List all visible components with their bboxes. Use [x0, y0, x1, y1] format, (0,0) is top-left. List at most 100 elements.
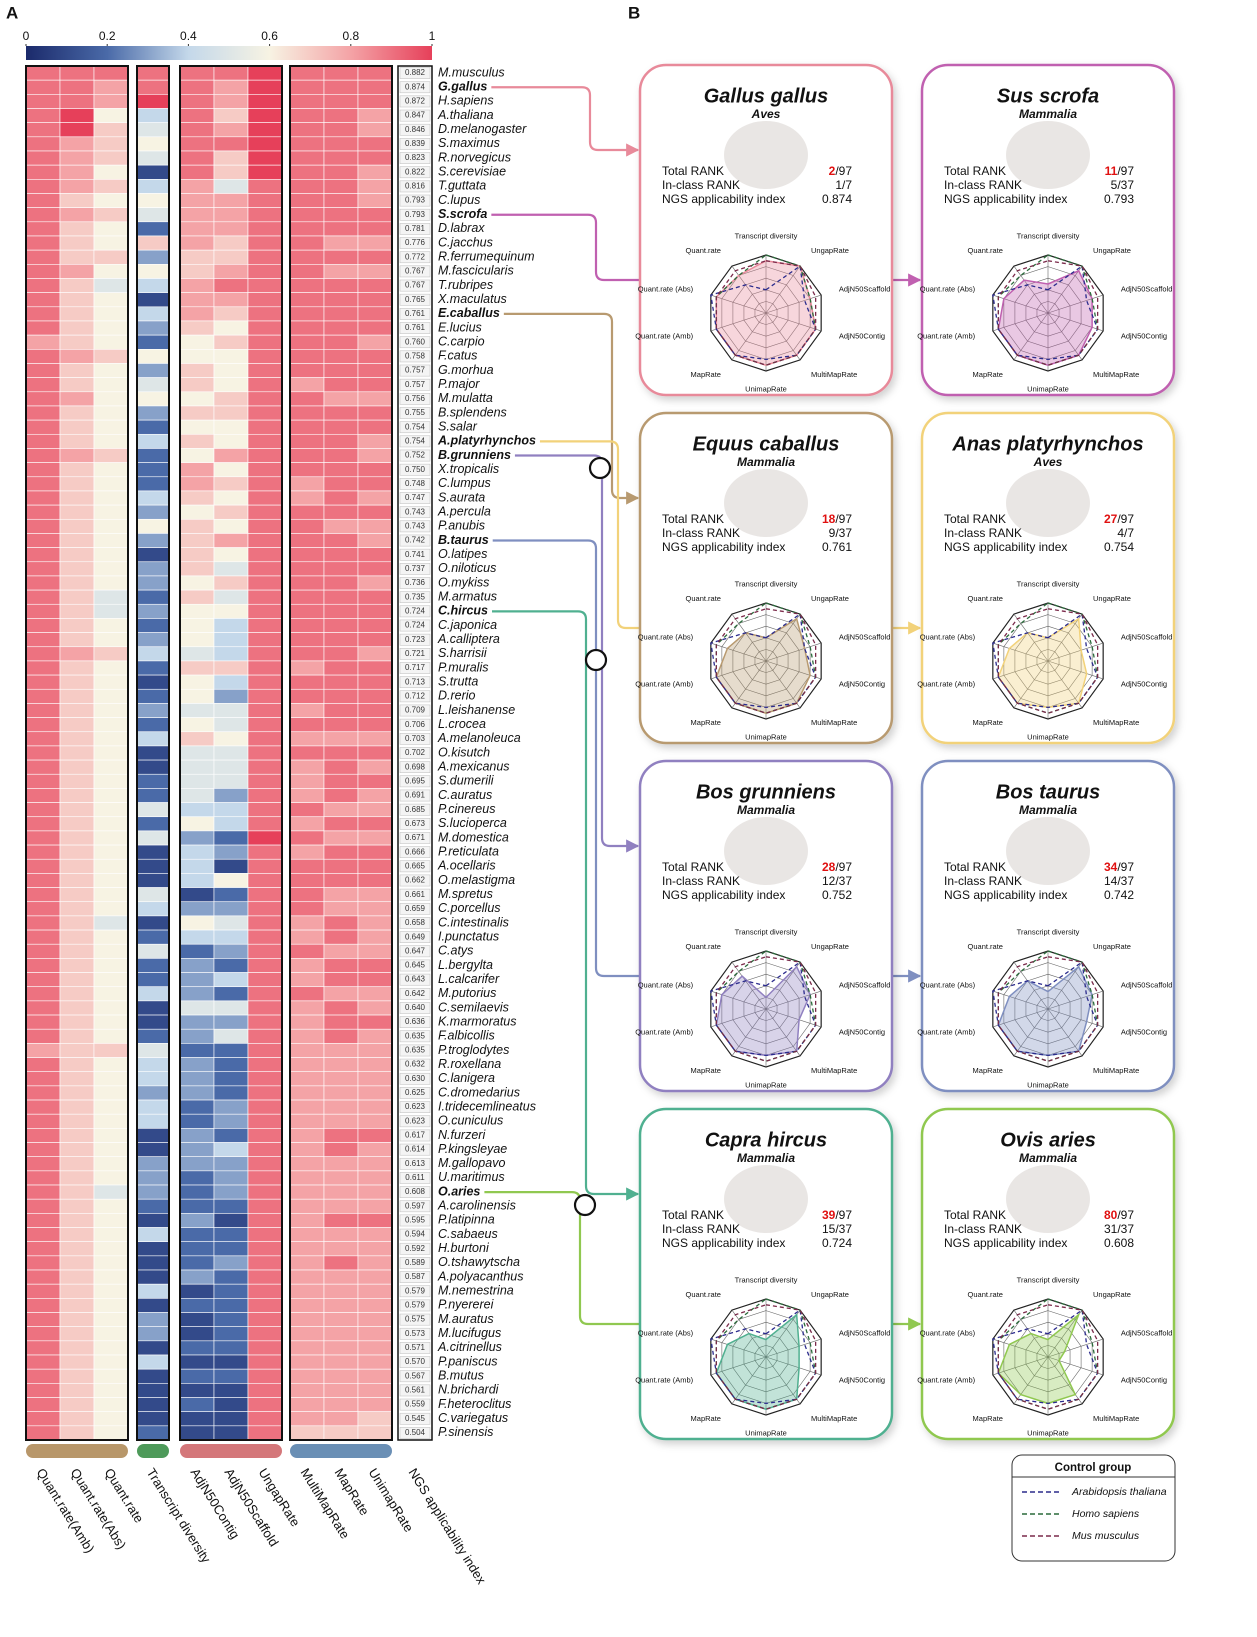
heat-cell: [213, 1340, 249, 1356]
heat-cell: [93, 363, 129, 378]
species-label: R.norvegicus: [438, 150, 511, 164]
index-cell: [399, 860, 431, 873]
heat-cell: [179, 575, 215, 591]
heat-cell: [136, 887, 170, 903]
heat-cell: [25, 660, 61, 676]
heat-cell: [25, 193, 61, 208]
heat-cell: [247, 943, 283, 959]
heat-cell: [357, 363, 393, 378]
index-label: 0.614: [405, 1145, 426, 1154]
heat-cell: [25, 419, 61, 435]
species-label: M.domestica: [438, 830, 509, 844]
heat-cell: [357, 858, 393, 874]
species-label: O.tshawytscha: [438, 1255, 520, 1269]
heat-cell: [59, 1128, 95, 1143]
heat-cell: [289, 858, 325, 874]
heat-cell: [179, 816, 215, 832]
heat-cell: [25, 915, 61, 931]
colorbar-tick-label: 0.4: [180, 29, 197, 43]
heat-cell: [247, 94, 283, 109]
heat-cell: [93, 1368, 129, 1384]
heat-cell: [323, 94, 359, 109]
heat-cell: [179, 193, 215, 208]
heat-cell: [323, 660, 359, 676]
heat-cell: [289, 802, 325, 818]
heat-cell: [136, 65, 170, 81]
heat-cell: [136, 929, 170, 945]
heat-cell: [59, 603, 95, 619]
heat-cell: [93, 1057, 129, 1073]
heat-cell: [179, 79, 215, 95]
radar-axis-label: Quant.rate (Abs): [638, 1328, 694, 1337]
heat-cell: [357, 745, 393, 761]
species-label: P.nyererei: [438, 1298, 495, 1312]
heat-cell: [136, 1383, 170, 1398]
index-cell: [399, 959, 431, 972]
heat-cell: [357, 179, 393, 194]
radar-axis-label: MapRate: [973, 370, 1003, 379]
legend-title: Control group: [1055, 1462, 1132, 1474]
heat-cell: [213, 844, 249, 860]
heat-cell: [179, 1227, 215, 1242]
heat-cell: [213, 858, 249, 874]
heat-cell: [136, 915, 170, 931]
index-label: 0.767: [405, 281, 426, 290]
heat-cell: [289, 1057, 325, 1073]
radar-axis-label: AdjN50Scaffold: [1121, 1328, 1173, 1337]
heat-cell: [213, 533, 249, 548]
card-stat-label: Total RANK: [662, 1208, 724, 1222]
heat-cell: [247, 235, 283, 251]
heat-cell: [247, 504, 283, 520]
heat-cell: [289, 1411, 325, 1427]
index-cell: [399, 747, 431, 759]
index-cell: [399, 534, 431, 547]
heat-cell: [179, 306, 215, 322]
index-cell: [399, 1327, 431, 1340]
heat-cell: [93, 122, 129, 138]
radar-axis-label: AdjN50Scaffold: [1121, 284, 1173, 293]
card-class: Mammalia: [737, 803, 795, 817]
total-rank-value: 18: [822, 512, 836, 526]
radar-spoke: [765, 1356, 822, 1376]
heat-cell: [136, 731, 170, 747]
index-cell: [399, 407, 431, 419]
heat-cell: [59, 235, 95, 251]
total-rank-of: /97: [1117, 164, 1134, 178]
heat-cell: [289, 79, 325, 95]
heat-cell: [323, 745, 359, 761]
control-line: [992, 264, 1099, 361]
radar-axis-label: Quant.rate (Amb): [635, 1028, 693, 1037]
heat-cell: [179, 986, 215, 1002]
heat-cell: [59, 660, 95, 676]
heat-cell: [289, 1340, 325, 1356]
heat-cell: [179, 1071, 215, 1087]
heat-cell: [136, 1000, 170, 1016]
radar-spoke: [992, 990, 1049, 1010]
heat-cell: [213, 1312, 249, 1327]
animal-image: [724, 1165, 808, 1233]
heat-cell: [323, 887, 359, 903]
species-label: S.cerevisiae: [438, 165, 506, 179]
heat-cell: [25, 1198, 61, 1214]
index-label: 0.793: [405, 210, 426, 219]
heat-cell: [59, 1227, 95, 1242]
heat-cell: [59, 788, 95, 803]
control-line: [997, 602, 1099, 714]
radar-axis-label: MapRate: [691, 1066, 721, 1075]
heat-cell: [59, 632, 95, 648]
heat-cell: [25, 533, 61, 548]
heat-cell: [179, 334, 215, 350]
index-cell: [399, 95, 431, 108]
radar-spoke: [1047, 990, 1104, 1010]
heat-cell: [25, 433, 61, 449]
connector: [503, 312, 640, 505]
radar-spoke: [1047, 1008, 1083, 1057]
heat-cell: [289, 179, 325, 194]
group-outline: [289, 65, 393, 1441]
heat-cell: [25, 1368, 61, 1384]
heat-cell: [136, 433, 170, 449]
heat-cell: [93, 1283, 129, 1299]
heat-cell: [213, 150, 249, 166]
heat-cell: [357, 1043, 393, 1058]
